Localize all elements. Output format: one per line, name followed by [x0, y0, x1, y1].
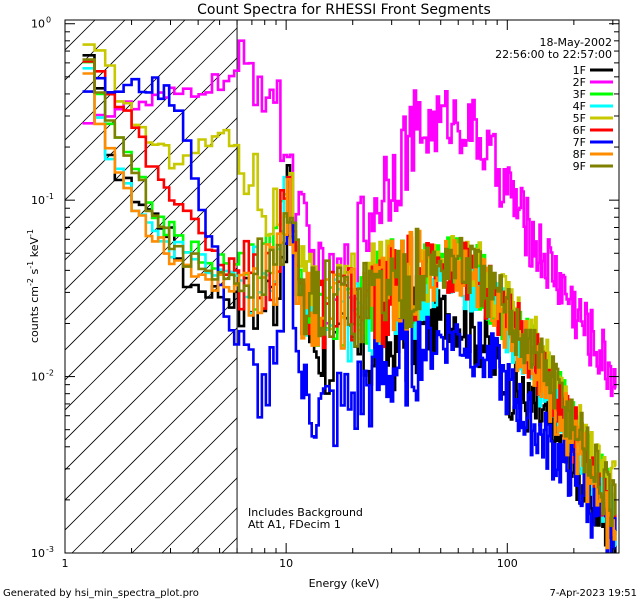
y-tick-label: 10	[31, 194, 45, 207]
y-tick-label: 10	[31, 18, 45, 31]
axes	[64, 19, 620, 554]
hatch-line	[65, 20, 156, 111]
time-range-label: 22:56:00 to 22:57:00	[495, 48, 612, 61]
y-tick-label: 10	[31, 371, 45, 384]
legend-label-2F: 2F	[573, 76, 586, 89]
hatch-line	[65, 20, 246, 201]
hatch-line	[65, 20, 276, 231]
legend-label-8F: 8F	[573, 148, 586, 161]
annotation-line-2: Att A1, FDecim 1	[248, 518, 341, 531]
y-tick-exponent: -2	[46, 369, 54, 378]
y-tick-exponent: 0	[46, 16, 51, 25]
plot-frame	[64, 19, 620, 554]
legend-label-4F: 4F	[573, 100, 586, 113]
legend-label-7F: 7F	[573, 136, 586, 149]
hatch-line	[65, 20, 306, 261]
footer-date: 7-Apr-2023 19:51	[550, 588, 637, 599]
series-line-2F	[82, 39, 617, 398]
legend-label-5F: 5F	[573, 112, 586, 125]
y-tick-exponent: -3	[46, 545, 54, 554]
footer-generated-by: Generated by hsi_min_spectra_plot.pro	[3, 588, 199, 599]
legend-label-9F: 9F	[573, 160, 586, 173]
y-tick-exponent: -1	[46, 192, 54, 201]
date-label: 18-May-2002	[540, 36, 612, 49]
legend-label-3F: 3F	[573, 88, 586, 101]
y-tick-label: 10	[31, 547, 45, 560]
x-axis-label: Energy (keV)	[309, 577, 380, 590]
series-line-9F	[82, 58, 617, 527]
chart-title: Count Spectra for RHESSI Front Segments	[197, 2, 491, 18]
x-tick-label: 100	[497, 557, 518, 570]
hatch-line	[65, 20, 216, 171]
series-layer	[82, 39, 617, 553]
legend-label-1F: 1F	[573, 64, 586, 77]
legend-label-6F: 6F	[573, 124, 586, 137]
x-tick-label: 10	[279, 557, 293, 570]
hatch-line	[65, 20, 96, 51]
hatch-line	[65, 20, 186, 141]
y-axis-label: counts cm-2 s-1 keV-1	[26, 229, 41, 343]
x-tick-label: 1	[62, 557, 69, 570]
annotation-line-1: Includes Background	[248, 506, 363, 519]
series-line-7F	[82, 76, 617, 553]
